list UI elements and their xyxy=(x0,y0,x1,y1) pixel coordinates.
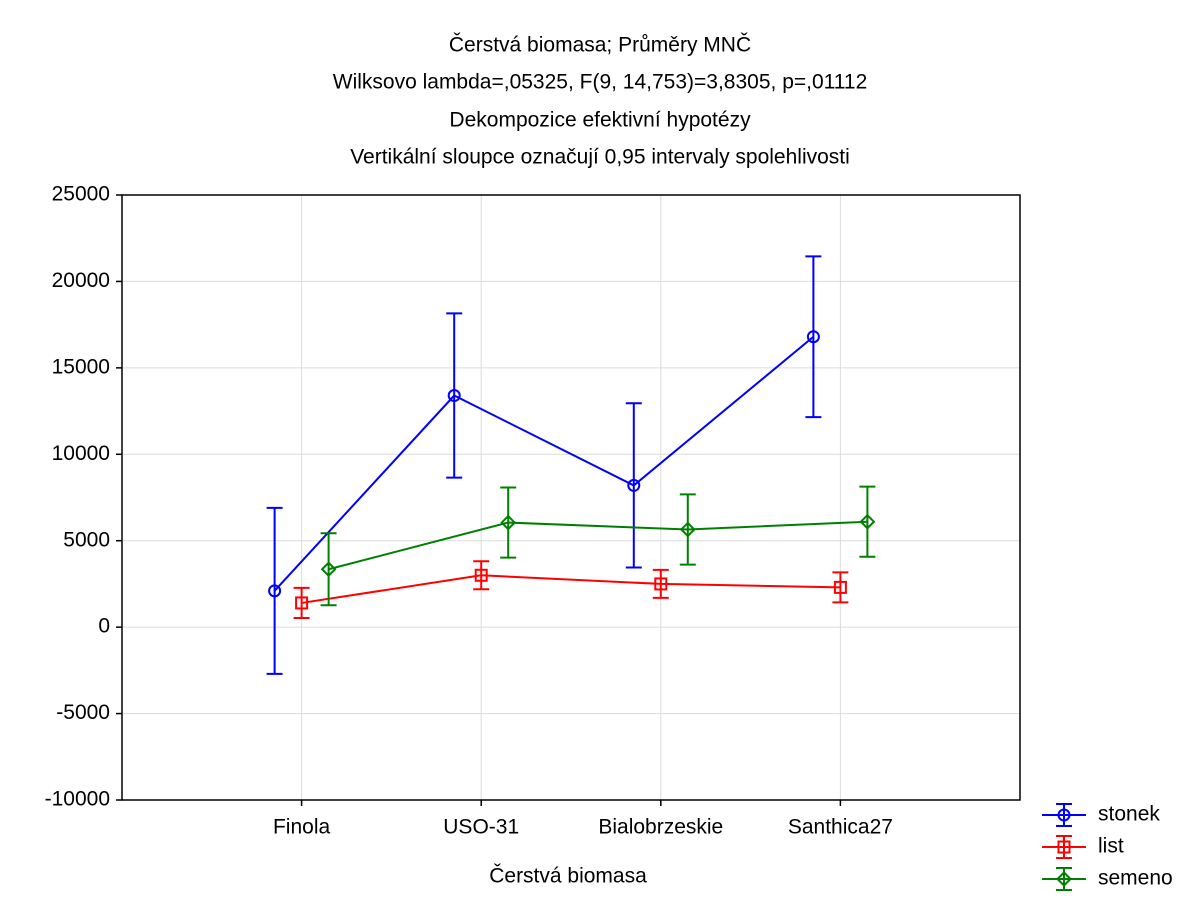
error-bar xyxy=(320,532,337,607)
error-bar xyxy=(625,402,642,569)
error-bar xyxy=(446,312,463,479)
subtitle: Wilksovo lambda=,05325, F(9, 14,753)=3,8… xyxy=(333,71,868,94)
marker xyxy=(679,521,696,538)
marker xyxy=(500,514,517,531)
y-tick-label: -5000 xyxy=(56,701,110,724)
x-tick-label: USO-31 xyxy=(443,816,519,839)
x-tick-label: Santhica27 xyxy=(788,816,893,839)
error-bar xyxy=(832,571,849,604)
y-tick-label: 10000 xyxy=(52,442,110,465)
legend-label: semeno xyxy=(1098,867,1173,890)
y-tick-label: 0 xyxy=(98,615,110,638)
series-line xyxy=(273,335,815,592)
legend-marker xyxy=(1057,808,1071,822)
marker xyxy=(654,577,668,591)
marker xyxy=(295,596,309,610)
marker xyxy=(859,513,876,530)
error-bar xyxy=(266,506,283,675)
marker xyxy=(447,389,461,403)
marker xyxy=(806,330,820,344)
series-line xyxy=(301,574,841,604)
marker xyxy=(268,584,282,598)
error-bar xyxy=(805,255,822,419)
error-bar xyxy=(652,568,669,599)
x-tick-label: Bialobrzeskie xyxy=(598,816,723,839)
y-tick-label: 20000 xyxy=(52,269,110,292)
legend-label: stonek xyxy=(1098,803,1160,826)
x-axis-label: Čerstvá biomasa xyxy=(489,865,647,888)
subtitle: Vertikální sloupce označují 0,95 interva… xyxy=(350,146,850,169)
series-line xyxy=(328,520,868,571)
y-tick-label: 5000 xyxy=(63,528,110,551)
marker xyxy=(627,478,641,492)
error-bar xyxy=(500,486,517,559)
legend-marker xyxy=(1057,840,1071,854)
subtitle: Dekompozice efektivní hypotézy xyxy=(449,109,751,132)
error-bar xyxy=(859,485,876,558)
x-tick-label: Finola xyxy=(273,816,331,839)
y-tick-label: 15000 xyxy=(52,355,110,378)
error-bar xyxy=(473,560,490,591)
error-bar xyxy=(293,586,310,619)
marker xyxy=(474,568,488,582)
legend-marker xyxy=(1056,871,1072,887)
chart-title: Čerstvá biomasa; Průměry MNČ xyxy=(449,34,751,57)
y-tick-label: -10000 xyxy=(45,788,110,811)
marker xyxy=(320,561,337,578)
y-tick-label: 25000 xyxy=(52,183,110,206)
error-bar xyxy=(679,493,696,566)
legend-label: list xyxy=(1098,835,1124,858)
plot-frame xyxy=(121,194,1021,801)
marker xyxy=(833,580,847,594)
